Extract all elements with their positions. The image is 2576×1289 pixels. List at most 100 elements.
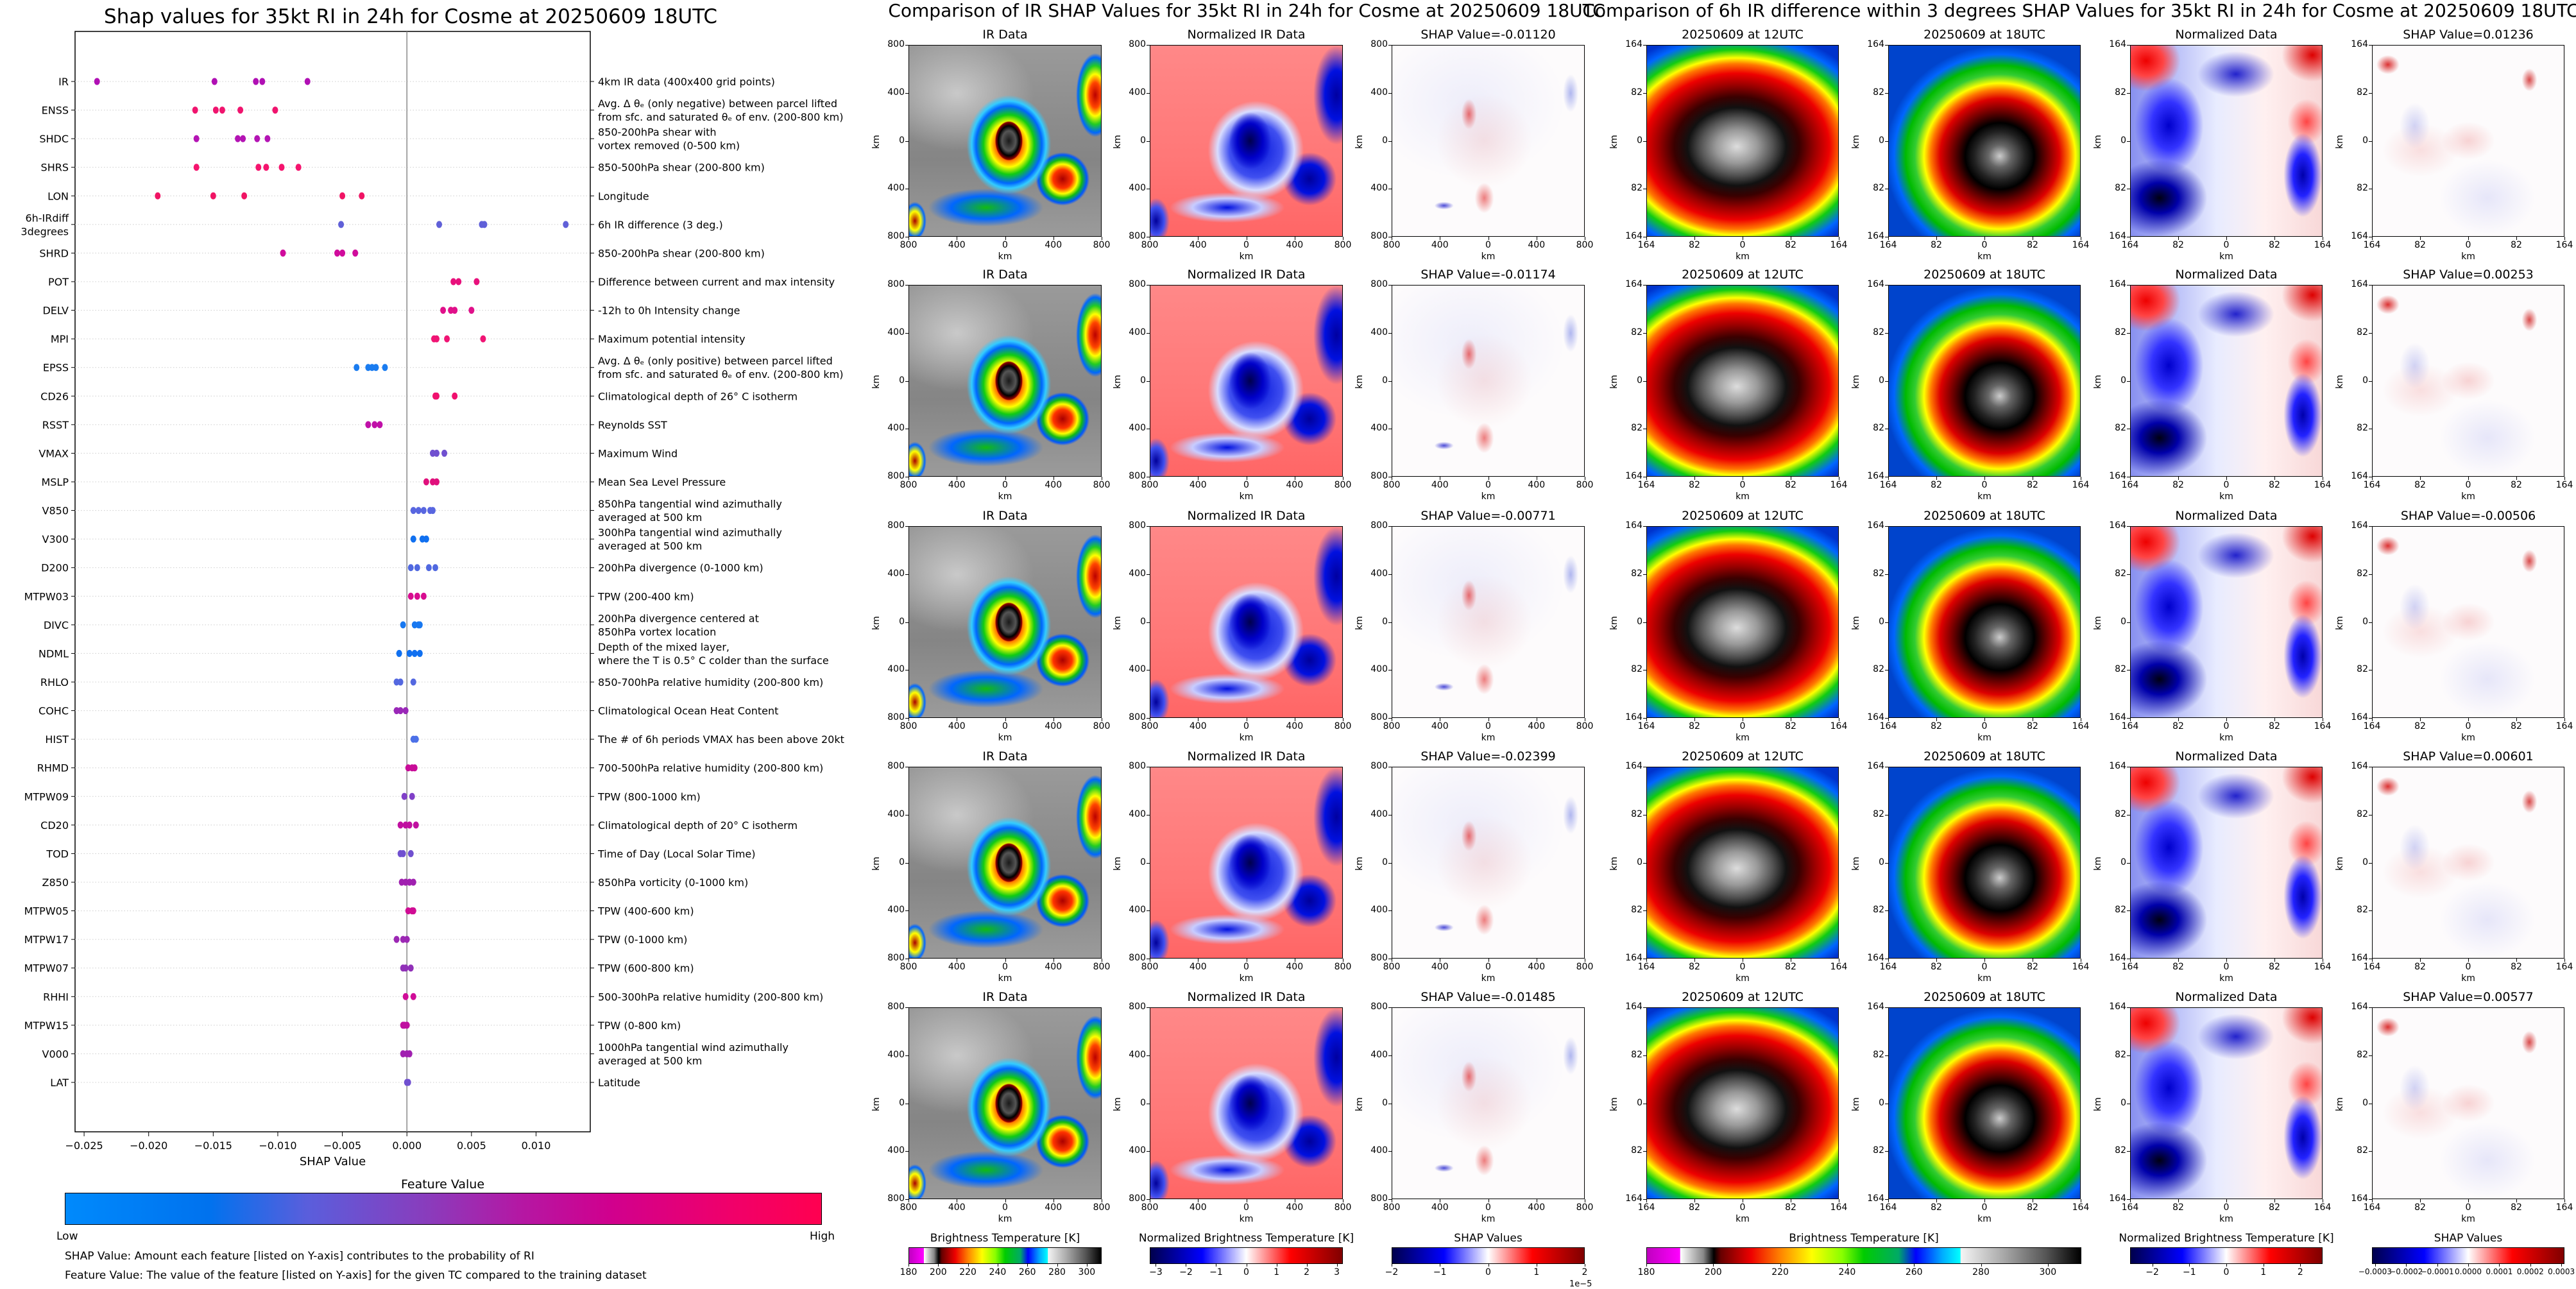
x-tick-label: 400: [948, 240, 966, 250]
y-tick-mark: [1147, 141, 1150, 142]
x-tick-label: 164: [2121, 240, 2139, 250]
x-tick-label: 0: [1485, 721, 1491, 731]
shap-point: [413, 735, 419, 743]
x-tick-label: 164: [1830, 240, 1848, 250]
colorbar: [1646, 1247, 2081, 1264]
y-tick-label: 164: [2351, 520, 2368, 531]
diff-shap-panel-title: SHAP Value=-0.00506: [2400, 509, 2536, 523]
x-tick-mark: [2178, 1199, 2179, 1202]
feature-description-label: 4km IR data (400x400 grid points): [598, 76, 775, 88]
x-tick-mark: [1488, 959, 1489, 962]
y-tick-label: 82: [1631, 1145, 1642, 1156]
x-tick-mark: [1888, 718, 1889, 721]
y-tick-mark: [1885, 285, 1888, 286]
shap-point: [304, 78, 311, 85]
y-tick-label: 0: [1140, 1097, 1146, 1108]
x-tick-mark: [1984, 237, 1985, 240]
y-axis-label: km: [2093, 374, 2103, 389]
y-tick-mark: [1885, 1055, 1888, 1056]
ir-shap-panel-title: SHAP Value=-0.00771: [1420, 509, 1556, 523]
x-tick-label: 82: [1785, 480, 1796, 490]
normalized-ir-panel-title: Normalized IR Data: [1187, 28, 1306, 42]
x-tick-label: 82: [2027, 1202, 2038, 1213]
x-tick-mark: [1888, 237, 1889, 240]
y-axis-label: km: [2093, 1097, 2103, 1111]
x-tick-label: 164: [2363, 962, 2381, 972]
shap-point: [406, 649, 413, 657]
feature-description-label: Climatological depth of 20° C isotherm: [598, 819, 798, 832]
x-tick-mark: [2130, 959, 2131, 962]
x-axis-label: km: [1239, 491, 1254, 502]
x-tick-mark: [2178, 477, 2179, 480]
y-tick-label: 0: [2362, 616, 2368, 627]
feature-code-label: EPSS: [43, 362, 69, 374]
y-tick-label: 400: [887, 568, 905, 579]
y-tick-label: 164: [2109, 471, 2126, 481]
x-tick-mark: [2564, 959, 2565, 962]
y-tick-label: 164: [1867, 279, 1884, 289]
ir-12utc-panel: [1646, 526, 1839, 718]
y-tick-label: 164: [1625, 231, 1642, 241]
x-tick-label: 0: [1485, 1202, 1491, 1213]
x-tick-label: 800: [900, 480, 917, 490]
ir-shap-panel: [1392, 45, 1585, 237]
x-tick-label: 400: [1286, 962, 1304, 972]
y-tick-mark: [905, 526, 908, 527]
x-tick-label: 82: [2027, 480, 2038, 490]
y-tick-label: 800: [887, 520, 905, 531]
y-tick-mark: [905, 45, 908, 46]
y-tick-label: 0: [1637, 616, 1642, 627]
x-tick-label: 0.000: [392, 1140, 422, 1152]
x-tick-label: 82: [2269, 962, 2280, 972]
y-tick-label: 800: [1129, 279, 1146, 289]
shap-point: [452, 307, 458, 314]
y-tick-label: 800: [887, 1002, 905, 1012]
feature-code-label: COHC: [38, 705, 69, 717]
colorbar-tick-label: −1: [1433, 1267, 1447, 1277]
colorbar-tick-label: 280: [1048, 1267, 1066, 1277]
y-axis-label: km: [2093, 615, 2103, 630]
diff-section-title: Comparison of 6h IR difference within 3 …: [1582, 0, 2576, 21]
shap-point: [397, 678, 404, 686]
normalized-ir-panel-title: Normalized IR Data: [1187, 749, 1306, 764]
feature-code-label: RHHI: [43, 991, 69, 1003]
x-tick-label: 82: [1785, 240, 1796, 250]
y-tick-mark: [1643, 332, 1646, 334]
x-tick-label: 164: [2363, 240, 2381, 250]
y-tick-label: 400: [887, 87, 905, 98]
y-axis-label: km: [2093, 856, 2103, 871]
colorbar-title: SHAP Values: [2434, 1232, 2503, 1245]
shap-point: [352, 249, 359, 257]
x-tick-mark: [2130, 477, 2131, 480]
shap-point: [339, 192, 346, 200]
y-tick-label: 82: [2357, 1145, 2368, 1156]
shap-point: [211, 78, 218, 85]
x-tick-label: 800: [1093, 240, 1111, 250]
x-tick-mark: [2226, 959, 2227, 962]
shap-point: [359, 192, 365, 200]
ir-shap-panel: [1392, 767, 1585, 959]
x-tick-label: 82: [2414, 721, 2426, 731]
colorbar-title: Normalized Brightness Temperature [K]: [1138, 1232, 1354, 1245]
colorbar-tick-mark: [2437, 1264, 2438, 1267]
y-tick-mark: [1388, 380, 1392, 382]
y-tick-label: 400: [1370, 905, 1388, 916]
feature-code-label: 3degrees: [21, 225, 69, 237]
shap-point: [432, 564, 438, 572]
y-tick-label: 82: [1631, 568, 1642, 579]
normalized-diff-panel: [2130, 1007, 2323, 1199]
feature-code-label: RHLO: [40, 676, 69, 688]
normalized-ir-panel: [1150, 767, 1343, 959]
y-tick-mark: [1643, 92, 1646, 94]
shap-point: [473, 278, 480, 286]
y-tick-mark: [1388, 1151, 1392, 1152]
y-tick-label: 400: [887, 1145, 905, 1156]
x-tick-label: 0: [1002, 721, 1008, 731]
x-axis-label: km: [1239, 252, 1254, 262]
y-tick-label: 164: [1625, 279, 1642, 289]
x-tick-mark: [1488, 477, 1489, 480]
y-tick-label: 82: [2115, 1049, 2126, 1060]
shap-point: [280, 249, 286, 257]
y-tick-label: 82: [1631, 423, 1642, 434]
colorbar-tick-mark: [1780, 1264, 1781, 1267]
